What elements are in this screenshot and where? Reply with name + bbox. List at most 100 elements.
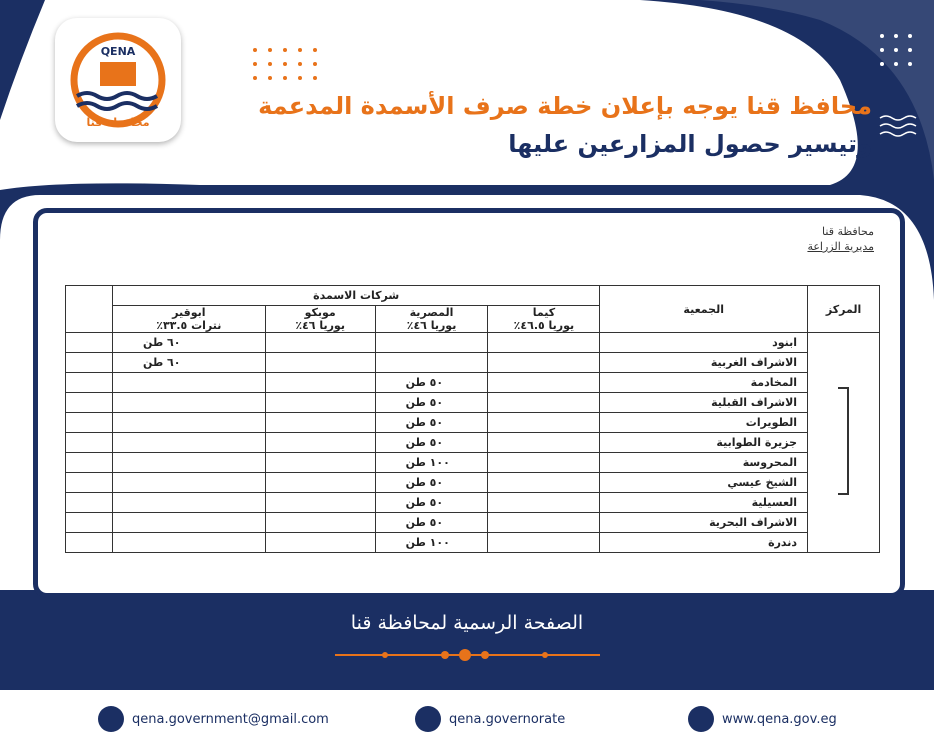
empty-cell bbox=[65, 472, 113, 493]
quantity-cell bbox=[264, 372, 376, 393]
issuer-line: محافظة قنا bbox=[822, 225, 874, 238]
logo-name: محافظة قنا bbox=[86, 116, 149, 129]
association-cell: المحروسة bbox=[599, 452, 809, 473]
quantity-cell bbox=[264, 472, 376, 493]
empty-cell bbox=[65, 392, 113, 413]
quantity-cell bbox=[264, 392, 376, 413]
quantity-cell bbox=[487, 352, 601, 373]
logo-mark: QENA محافظة قنا bbox=[70, 32, 166, 129]
quantity-cell: ٦٠ طن bbox=[111, 332, 266, 353]
quantity-cell bbox=[487, 332, 601, 353]
quantity-cell bbox=[111, 432, 266, 453]
empty-cell bbox=[65, 492, 113, 513]
company-product: يوريا ٤٦٪ bbox=[295, 319, 345, 332]
company-header: ابوقير نترات ٣٣.٥٪ bbox=[111, 305, 266, 333]
table-row: الاشراف البحرية ٥٠ طن bbox=[65, 512, 880, 533]
company-name: ابوقير bbox=[172, 306, 206, 319]
quantity-cell bbox=[111, 472, 266, 493]
association-cell: الاشراف البحرية bbox=[599, 512, 809, 533]
association-cell: جزيرة الطوابية bbox=[599, 432, 809, 453]
quantity-cell bbox=[487, 452, 601, 473]
facebook-icon bbox=[415, 706, 441, 732]
quantity-cell bbox=[264, 512, 376, 533]
company-product: نترات ٣٣.٥٪ bbox=[156, 319, 222, 332]
table-row: الشيخ عيسي ٥٠ طن bbox=[65, 472, 880, 493]
quantity-cell bbox=[264, 532, 376, 553]
dots-right bbox=[880, 34, 912, 66]
highlight bbox=[700, 0, 934, 180]
table-row: الاشراف القبلية ٥٠ طن bbox=[65, 392, 880, 413]
quantity-cell bbox=[111, 392, 266, 413]
contact-text: qena.government@gmail.com bbox=[132, 711, 329, 727]
company-header: موبكو يوريا ٤٦٪ bbox=[264, 305, 376, 333]
title-line: محافظ قنا يوجه بإعلان خطة صرف الأسمدة ال… bbox=[258, 92, 872, 120]
quantity-cell bbox=[374, 352, 489, 373]
table-row: ابنود ٦٠ طن bbox=[65, 332, 880, 553]
empty-cell bbox=[65, 372, 113, 393]
quantity-cell bbox=[264, 412, 376, 433]
empty-cell bbox=[65, 452, 113, 473]
bracket bbox=[837, 387, 849, 495]
association-cell: العسيلية bbox=[599, 492, 809, 513]
quantity-cell bbox=[264, 492, 376, 513]
quantity-cell: ١٠٠ طن bbox=[374, 532, 489, 553]
header-cell: الجمعية bbox=[599, 285, 809, 333]
quantity-cell bbox=[111, 412, 266, 433]
quantity-cell bbox=[264, 352, 376, 373]
company-header: المصرية يوريا ٤٦٪ bbox=[374, 305, 489, 333]
title-line: وتيسير حصول المزارعين عليها bbox=[508, 130, 872, 158]
logo-abbr: QENA bbox=[101, 45, 136, 58]
quantity-cell bbox=[111, 492, 266, 513]
company-name: كيما bbox=[532, 306, 556, 319]
empty-cell bbox=[65, 432, 113, 453]
quantity-cell: ٥٠ طن bbox=[374, 372, 489, 393]
header-cell: المركز bbox=[807, 285, 880, 333]
association-cell: الشيخ عيسي bbox=[599, 472, 809, 493]
quantity-cell: ٥٠ طن bbox=[374, 492, 489, 513]
empty-cell bbox=[65, 512, 113, 533]
web-icon bbox=[688, 706, 714, 732]
empty-cell bbox=[65, 412, 113, 433]
company-name: موبكو bbox=[304, 306, 336, 319]
association-cell: دندرة bbox=[599, 532, 809, 553]
company-header: كيما يوريا ٤٦.٥٪ bbox=[487, 305, 601, 333]
empty-cell bbox=[65, 532, 113, 553]
quantity-cell: ٥٠ طن bbox=[374, 472, 489, 493]
fertilizer-table: المركز الجمعية شركات الاسمدة كيما يوريا ٤… bbox=[65, 285, 880, 553]
company-name: المصرية bbox=[409, 306, 454, 319]
quantity-cell bbox=[264, 452, 376, 473]
empty-cell bbox=[65, 332, 113, 353]
association-cell: الاشراف القبلية bbox=[599, 392, 809, 413]
empty-cell bbox=[65, 352, 113, 373]
quantity-cell: ٥٠ طن bbox=[374, 412, 489, 433]
table-row: المحروسة ١٠٠ طن bbox=[65, 452, 880, 473]
header-cell: شركات الاسمدة bbox=[111, 285, 601, 306]
association-cell: الطويرات bbox=[599, 412, 809, 433]
association-cell: المخادمة bbox=[599, 372, 809, 393]
quantity-cell bbox=[487, 392, 601, 413]
table-row: جزيرة الطوابية ٥٠ طن bbox=[65, 432, 880, 453]
quantity-cell bbox=[487, 492, 601, 513]
issuer-line: مديرية الزراعة bbox=[807, 240, 874, 253]
page-name: الصفحة الرسمية لمحافظة قنا bbox=[350, 612, 584, 634]
contact: qena.governorate bbox=[415, 706, 565, 732]
table-row: دندرة ١٠٠ طن bbox=[65, 532, 880, 553]
waves bbox=[879, 115, 917, 137]
company-product: يوريا ٤٦٪ bbox=[406, 319, 457, 332]
quantity-cell bbox=[111, 452, 266, 473]
quantity-cell: ٥٠ طن bbox=[374, 512, 489, 533]
bottom-band bbox=[0, 590, 934, 690]
top-curve bbox=[0, 0, 934, 300]
quantity-cell: ١٠٠ طن bbox=[374, 452, 489, 473]
quantity-cell: ٥٠ طن bbox=[374, 432, 489, 453]
quantity-cell bbox=[487, 412, 601, 433]
corner-shape bbox=[0, 0, 45, 120]
contact-text: qena.governorate bbox=[449, 711, 566, 727]
issuer: محافظة قنا مديرية الزراعة bbox=[807, 224, 874, 254]
center-cell bbox=[807, 332, 880, 553]
association-cell: ابنود bbox=[599, 332, 809, 353]
quantity-cell bbox=[487, 472, 601, 493]
header-cell bbox=[65, 285, 113, 333]
